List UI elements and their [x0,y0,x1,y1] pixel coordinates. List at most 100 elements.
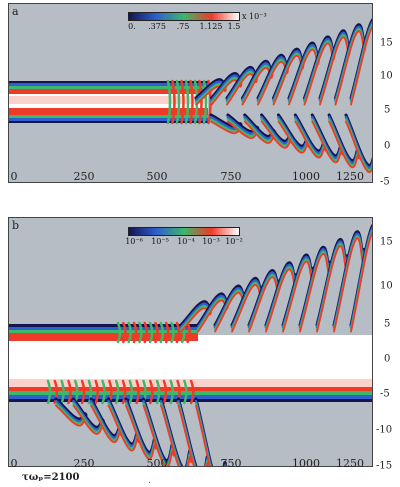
ripple-line [80,379,86,405]
ripple-line [148,321,154,344]
y-tick-a-10: 10 [380,70,393,82]
ripple-line [149,379,154,405]
turbulent-filament [311,120,344,164]
ripple-line [175,79,181,125]
panel-a-colorbar [128,12,240,21]
cb-a-tick-0: 0. [128,22,136,31]
x-tick-a-0: 0 [10,170,18,183]
ripple-line [202,79,208,125]
ripple-line [138,321,143,344]
ripple-line [122,321,127,344]
y-tick-b-10: 10 [380,280,393,292]
cb-b-tick-4: 10⁻² [225,237,243,246]
x-tick-b-750: 750 [220,457,242,470]
ripple-line [175,321,181,344]
cb-b-tick-1: 10⁻⁵ [151,237,169,246]
turbulent-filament [107,404,140,452]
y-tick-b-neg10: -10 [376,424,393,436]
y-tick-b-neg15: -15 [376,460,393,472]
ripple-line [169,379,174,405]
turbulent-filament [328,120,361,169]
cb-a-tick-3: 1.125 [199,22,223,31]
ripple-line [155,379,161,405]
y-tick-b-15: 15 [380,236,393,248]
x-tick-b-1000: 1000 [292,457,320,470]
x-tick-a-1000: 1000 [292,170,320,183]
panel-b-label: b [12,219,20,232]
y-tick-a-5: 5 [384,104,391,116]
turbulent-filament [210,79,243,106]
faint-mark: . [148,476,151,486]
ripple-line [132,321,138,344]
ripple-line [127,321,132,344]
y-tick-b-0: 0 [384,353,391,365]
x-tick-b-250: 250 [73,457,95,470]
y-tick-a-0: 0 [384,140,391,152]
ripple-line [189,379,195,405]
panel-b-field [8,217,373,467]
ripple-line [67,379,72,405]
ripple-line [162,379,168,405]
ripple-line [46,379,52,405]
turbulent-filament [195,85,227,106]
ripple-line [171,79,176,125]
panel-a-label: a [12,5,19,18]
ripple-line [143,321,149,344]
ripple-line [154,321,159,344]
y-tick-a-neg5: -5 [380,176,390,188]
ripple-line [87,379,93,405]
ripple-line [164,321,170,344]
turbulent-filament [195,404,211,467]
x-tick-b-0: 0 [10,457,18,470]
ripple-line [159,321,165,344]
ripple-line [114,379,120,405]
x-tick-a-500: 500 [146,170,168,183]
panel-a-plot: a 0. .375 .75 1.125 1.5 x 10⁻³ [8,3,373,183]
turbulent-filament [294,120,327,159]
ripple-line [94,379,99,405]
ripple-line [184,79,190,125]
cb-a-tick-2: .75 [176,22,190,31]
x-tick-b-1250: 1250 [336,457,364,470]
turbulent-filament [277,120,310,154]
turbulent-filament [345,120,373,173]
ripple-line [121,379,127,405]
y-tick-b-5: 5 [384,318,391,330]
ripple-line [170,321,175,344]
turbulent-filament [160,404,192,467]
panel-b: b 10⁻⁶ 10⁻⁵ 10⁻⁴ 10⁻³ 10⁻² 15 10 5 0 -5 … [0,212,400,474]
panel-b-ripples [46,321,195,405]
turbulent-filament [177,404,210,467]
panel-b-turbulence [54,223,373,467]
panel-a-field [8,3,373,183]
cb-a-tick-1: .375 [148,22,166,31]
y-tick-a-15: 15 [380,37,393,49]
ripple-line [166,79,172,125]
cb-a-unit: x 10⁻³ [242,12,267,21]
panel-b-colorbar [128,227,240,236]
time-caption: τωₚ=2100 [22,472,80,483]
x-tick-a-250: 250 [73,170,95,183]
ripple-line [183,379,188,405]
x-tick-b-500: 500 [146,457,168,470]
ripple-line [189,79,194,125]
ripple-line [180,79,185,125]
cb-b-tick-2: 10⁻⁴ [177,237,195,246]
ripple-line [101,379,106,405]
turbulent-filament [90,404,122,444]
panel-b-plot: b 10⁻⁶ 10⁻⁵ 10⁻⁴ 10⁻³ 10⁻² [8,217,373,467]
cb-b-tick-3: 10⁻³ [202,237,220,246]
ripple-line [116,321,122,344]
ripple-line [198,79,203,125]
cb-b-tick-0: 10⁻⁶ [125,237,143,246]
y-tick-b-neg5: -5 [380,388,390,400]
panel-a: a 0. .375 .75 1.125 1.5 x 10⁻³ 15 10 5 0… [0,0,400,200]
ripple-line [135,379,140,405]
x-tick-a-1250: 1250 [336,170,364,183]
x-tick-a-750: 750 [220,170,242,183]
ripple-line [60,379,65,405]
turbulent-filament [125,404,157,460]
cb-a-tick-4: 1.5 [227,22,241,31]
ripple-line [128,379,134,405]
panel-a-turbulence [194,17,373,173]
